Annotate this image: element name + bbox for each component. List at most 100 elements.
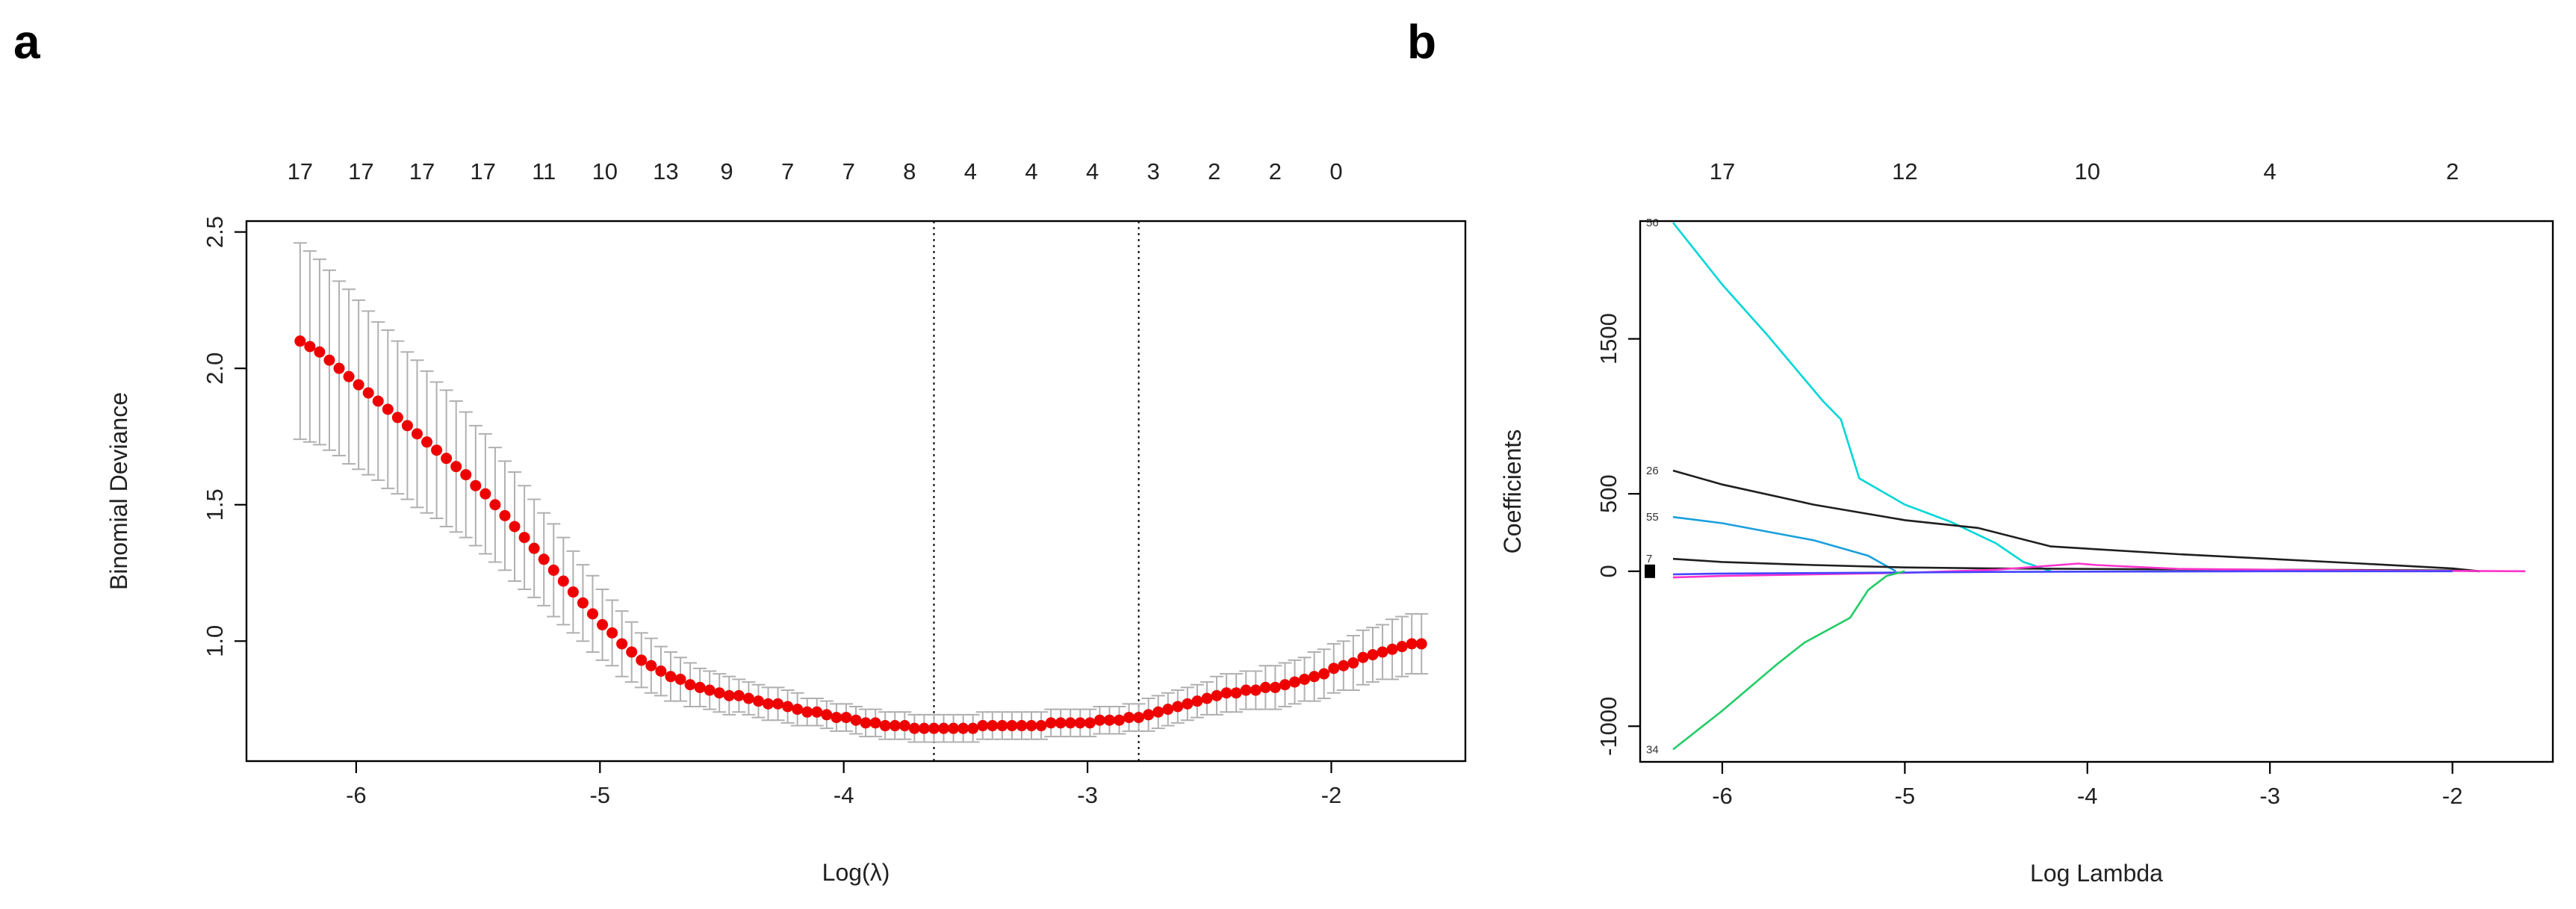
coefficient-path-label: 26 (1646, 465, 1659, 477)
deviance-point (958, 722, 969, 734)
deviance-point (606, 627, 618, 639)
deviance-point (353, 379, 364, 391)
deviance-point (1191, 695, 1203, 707)
deviance-point (1201, 692, 1213, 704)
deviance-point (1406, 638, 1418, 650)
plot-frame-b (1639, 220, 2554, 763)
deviance-point (470, 480, 482, 491)
top-axis-label-a: 8 (903, 158, 916, 184)
deviance-point (655, 666, 667, 677)
top-axis-label-a: 0 (1329, 158, 1342, 184)
y-tick-label-b: -1000 (1595, 697, 1621, 756)
deviance-point (1289, 676, 1301, 688)
top-axis-label-a: 9 (720, 158, 733, 184)
top-axis-label-a: 2 (1269, 158, 1282, 184)
deviance-point (1074, 717, 1086, 729)
deviance-point (1084, 717, 1096, 729)
deviance-point (1318, 668, 1330, 680)
x-tick-label-a: -3 (1077, 782, 1098, 808)
deviance-point (967, 722, 979, 734)
deviance-point (1367, 649, 1379, 661)
deviance-point (333, 362, 345, 374)
chart-b: -6 -5 -4 -3 -2 -1000 0 500 1500 17 12 10 4 2 Log Lambd… (1499, 158, 2554, 887)
deviance-point (1269, 681, 1281, 693)
deviance-point (742, 692, 754, 704)
top-axis-label-a: 4 (964, 158, 977, 184)
coefficient-path-label: 56 (1646, 217, 1659, 229)
coefficient-path (1672, 570, 1905, 751)
y-tick-label-a: 1.5 (202, 488, 228, 521)
chart-a: -6 -5 -4 -3 -2 1.0 1.5 2.0 2.5 17 17 17 17 11 10 13 9 7 7 8… (105, 158, 1467, 886)
coefficient-path (1672, 222, 2052, 573)
x-tick-label-a: -4 (834, 782, 854, 808)
deviance-point (908, 722, 920, 734)
top-axis-label-b: 12 (1892, 158, 1917, 184)
deviance-point (869, 717, 881, 729)
deviance-point (1338, 660, 1350, 671)
x-tick-label-a: -2 (1321, 782, 1342, 808)
top-axis-label-a: 17 (348, 158, 373, 184)
deviance-point (1162, 704, 1174, 716)
deviance-point (567, 586, 579, 598)
deviance-point (987, 720, 999, 732)
deviance-point (372, 395, 384, 407)
deviance-point (391, 412, 403, 424)
deviance-point (1299, 673, 1311, 685)
deviance-point (801, 706, 813, 718)
deviance-point (792, 704, 804, 716)
deviance-point (499, 509, 511, 521)
deviance-point (1055, 717, 1067, 729)
top-axis-label-b: 4 (2264, 158, 2276, 184)
top-axis-label-a: 17 (288, 158, 313, 184)
deviance-point (889, 720, 901, 732)
coefficient-path (1672, 515, 1896, 572)
top-axis-label-a: 4 (1025, 158, 1037, 184)
deviance-point (1357, 651, 1369, 663)
y-axis-title-a: Binomial Deviance (105, 392, 132, 590)
deviance-point (684, 679, 696, 691)
deviance-point (314, 346, 326, 358)
x-tick-label-b: -3 (2259, 783, 2280, 809)
coefficient-path-label: 55 (1646, 511, 1659, 524)
deviance-point (1220, 687, 1232, 699)
top-axis-label-a: 17 (409, 158, 435, 184)
deviance-point (421, 436, 433, 448)
deviance-point (323, 354, 335, 366)
deviance-point (1093, 714, 1105, 726)
deviance-point (1182, 698, 1194, 710)
plot-frame-a (245, 220, 1467, 763)
x-axis-title-b: Log Lambda (2030, 860, 2163, 887)
deviance-point (850, 714, 862, 726)
deviance-point (362, 387, 374, 399)
top-axis-label-a: 3 (1147, 158, 1160, 184)
deviance-point (694, 681, 706, 693)
x-tick-label-b: -2 (2442, 783, 2463, 809)
deviance-point (1103, 714, 1115, 726)
top-axis-label-a: 2 (1208, 158, 1220, 184)
top-axis-label-b: 10 (2075, 158, 2100, 184)
deviance-point (1133, 712, 1145, 724)
deviance-point (1114, 714, 1126, 726)
deviance-point (441, 453, 453, 465)
x-tick-label-a: -6 (346, 782, 367, 808)
x-tick-label-a: -5 (589, 782, 610, 808)
y-tick-label-b: 0 (1595, 565, 1621, 577)
deviance-point (431, 444, 443, 456)
deviance-point (1025, 720, 1037, 732)
top-axis-label-a: 13 (653, 158, 678, 184)
deviance-point (1396, 641, 1408, 653)
deviance-point (1377, 646, 1388, 658)
deviance-point (1240, 684, 1252, 696)
deviance-point (636, 654, 648, 666)
deviance-point (1415, 638, 1427, 650)
deviance-point (294, 335, 306, 347)
deviance-point (821, 709, 833, 721)
top-axis-label-a: 7 (842, 158, 855, 184)
deviance-point (401, 420, 413, 432)
deviance-point (1016, 720, 1028, 732)
deviance-point (509, 521, 521, 533)
deviance-point (713, 687, 725, 699)
deviance-point (616, 638, 628, 650)
deviance-point (1386, 643, 1398, 655)
